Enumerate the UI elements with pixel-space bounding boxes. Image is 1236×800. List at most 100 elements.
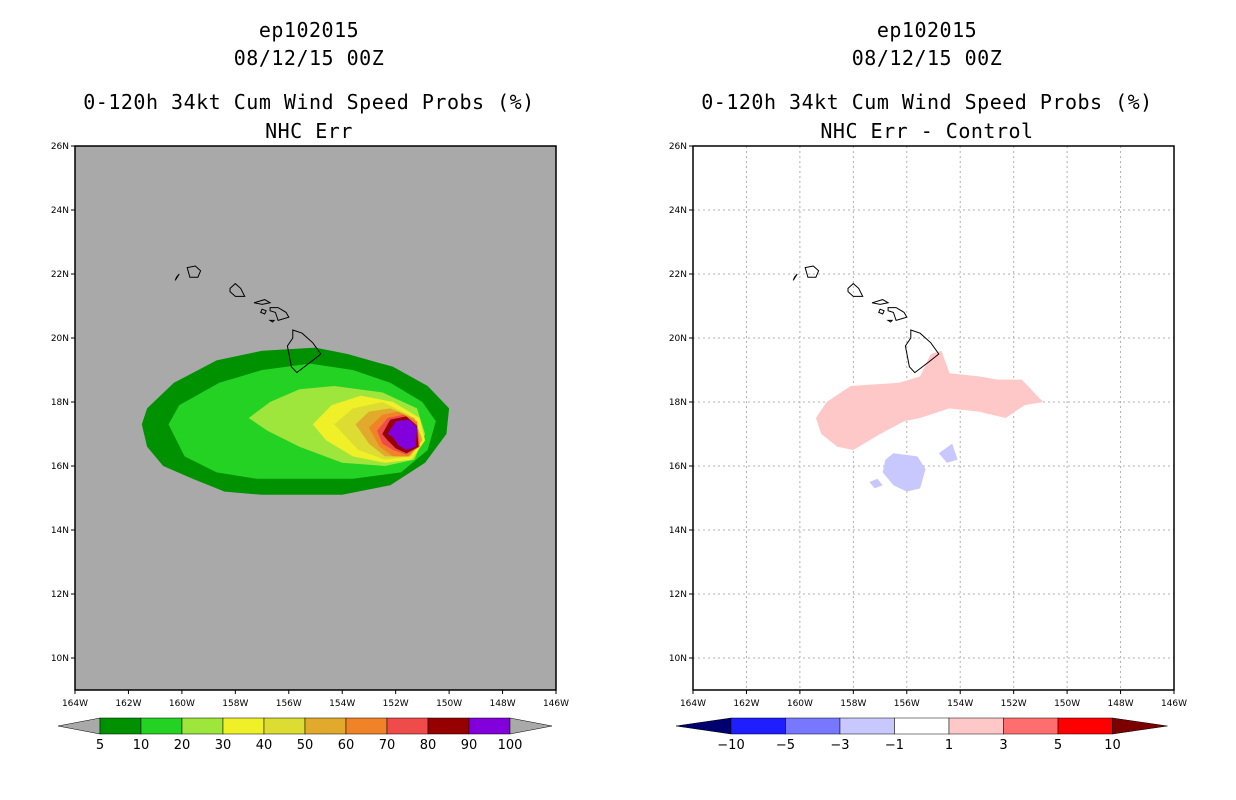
y-tick-label: 12N bbox=[669, 590, 687, 600]
x-tick-label: 150W bbox=[1054, 699, 1080, 709]
colorbar-over-triangle bbox=[509, 717, 553, 735]
y-tick-label: 14N bbox=[51, 526, 69, 536]
probability-map-chart: 164W 162W 160W 158W 156W 154W 152W 150W 148W 146W… bbox=[51, 142, 569, 753]
colorbar-label: 5 bbox=[1054, 738, 1062, 753]
y-tick-label: 10N bbox=[51, 654, 69, 664]
chart-title: 0-120h 34kt Cum Wind Speed Probs (%) bbox=[83, 90, 535, 114]
island-outline bbox=[847, 282, 864, 297]
difference-map-chart: 164W 162W 160W 158W 156W 154W 152W 150W 148W 146W… bbox=[669, 142, 1187, 753]
island-outline bbox=[887, 307, 908, 322]
island-outline bbox=[886, 319, 894, 323]
colorbar-swatch bbox=[181, 717, 224, 735]
x-tick-label: 164W bbox=[680, 699, 706, 709]
colorbar-label: −5 bbox=[776, 738, 795, 753]
colorbar-label: 20 bbox=[174, 738, 191, 753]
y-tick-label: 22N bbox=[669, 270, 687, 280]
island-outline bbox=[904, 329, 940, 374]
y-tick-label: 12N bbox=[51, 590, 69, 600]
x-tick-label: 146W bbox=[1161, 699, 1187, 709]
x-tick-label: 158W bbox=[840, 699, 866, 709]
x-tick-label: 160W bbox=[787, 699, 813, 709]
storm-id: ep102015 bbox=[258, 18, 360, 42]
island-outline bbox=[174, 273, 180, 281]
y-tick-label: 24N bbox=[51, 206, 69, 216]
colorbar-label: −3 bbox=[830, 738, 849, 753]
y-tick-label: 26N bbox=[51, 142, 69, 152]
colorbar-under-triangle bbox=[675, 717, 732, 735]
colorbar-under-triangle bbox=[57, 717, 101, 735]
island-outline bbox=[286, 329, 322, 374]
y-tick-label: 26N bbox=[669, 142, 687, 152]
y-tick-label: 18N bbox=[669, 398, 687, 408]
x-tick-label: 162W bbox=[115, 699, 141, 709]
colorbar-swatch bbox=[1057, 717, 1113, 735]
y-tick-label: 14N bbox=[669, 526, 687, 536]
colorbar-label: 50 bbox=[297, 738, 314, 753]
colorbar-swatch bbox=[99, 717, 142, 735]
colorbar-swatch bbox=[222, 717, 265, 735]
left-panel: ep102015 08/12/15 00Z 0-120h 34kt Cum Wi… bbox=[51, 18, 569, 753]
x-tick-label: 156W bbox=[894, 699, 920, 709]
colorbar-swatch bbox=[1003, 717, 1059, 735]
y-tick-label: 16N bbox=[669, 462, 687, 472]
y-tick-label: 22N bbox=[51, 270, 69, 280]
x-tick-label: 150W bbox=[436, 699, 462, 709]
colorbar-swatch bbox=[304, 717, 347, 735]
x-tick-label: 156W bbox=[276, 699, 302, 709]
colorbar-label: 70 bbox=[379, 738, 396, 753]
x-tick-label: 152W bbox=[1001, 699, 1027, 709]
colorbar-label: 90 bbox=[461, 738, 478, 753]
colorbar-swatch bbox=[345, 717, 388, 735]
probability-contour-90 bbox=[387, 419, 417, 450]
negative-difference-area bbox=[882, 453, 926, 492]
x-tick-label: 148W bbox=[1108, 699, 1134, 709]
island-outline bbox=[260, 308, 267, 315]
island-outline bbox=[269, 307, 290, 322]
right-panel: ep102015 08/12/15 00Z 0-120h 34kt Cum Wi… bbox=[618, 0, 1236, 800]
colorbar-label: 30 bbox=[215, 738, 232, 753]
plot-border bbox=[692, 145, 1175, 691]
colorbar-label: 10 bbox=[1104, 738, 1121, 753]
y-tick-label: 24N bbox=[669, 206, 687, 216]
colorbar-label: 80 bbox=[420, 738, 437, 753]
colorbar-label: 40 bbox=[256, 738, 273, 753]
colorbar-label: 60 bbox=[338, 738, 355, 753]
colorbar-swatch bbox=[263, 717, 306, 735]
negative-difference-area bbox=[869, 478, 883, 489]
colorbar-swatch bbox=[785, 717, 841, 735]
chart-subtitle: NHC Err bbox=[265, 119, 353, 143]
colorbar-label: 5 bbox=[96, 738, 104, 753]
x-tick-label: 160W bbox=[169, 699, 195, 709]
y-tick-label: 20N bbox=[669, 334, 687, 344]
colorbar-swatch bbox=[468, 717, 511, 735]
positive-difference-area bbox=[815, 350, 1044, 450]
x-tick-label: 146W bbox=[543, 699, 569, 709]
plot-background bbox=[693, 146, 1174, 690]
colorbar-swatch bbox=[427, 717, 470, 735]
x-tick-label: 154W bbox=[329, 699, 355, 709]
forecast-datetime: 08/12/15 00Z bbox=[233, 46, 385, 70]
chart-title: 0-120h 34kt Cum Wind Speed Probs (%) bbox=[701, 90, 1153, 114]
island-outline bbox=[871, 299, 890, 305]
chart-subtitle: NHC Err - Control bbox=[820, 119, 1034, 143]
island-outline bbox=[186, 265, 202, 278]
x-tick-label: 154W bbox=[947, 699, 973, 709]
x-tick-label: 164W bbox=[62, 699, 88, 709]
negative-difference-area bbox=[938, 443, 958, 463]
island-outline bbox=[804, 265, 820, 278]
storm-id: ep102015 bbox=[876, 18, 978, 42]
colorbar-label: −10 bbox=[717, 738, 744, 753]
plot-border bbox=[74, 145, 557, 691]
colorbar-swatch bbox=[948, 717, 1004, 735]
x-tick-label: 158W bbox=[222, 699, 248, 709]
x-tick-label: 152W bbox=[383, 699, 409, 709]
colorbar-swatch bbox=[140, 717, 183, 735]
colorbar-over-triangle bbox=[1112, 717, 1168, 735]
y-tick-label: 18N bbox=[51, 398, 69, 408]
island-outline bbox=[229, 282, 246, 297]
colorbar-label: 10 bbox=[133, 738, 150, 753]
y-tick-label: 10N bbox=[669, 654, 687, 664]
colorbar-label: 3 bbox=[999, 738, 1007, 753]
colorbar-swatch bbox=[894, 717, 950, 735]
x-tick-label: 148W bbox=[490, 699, 516, 709]
